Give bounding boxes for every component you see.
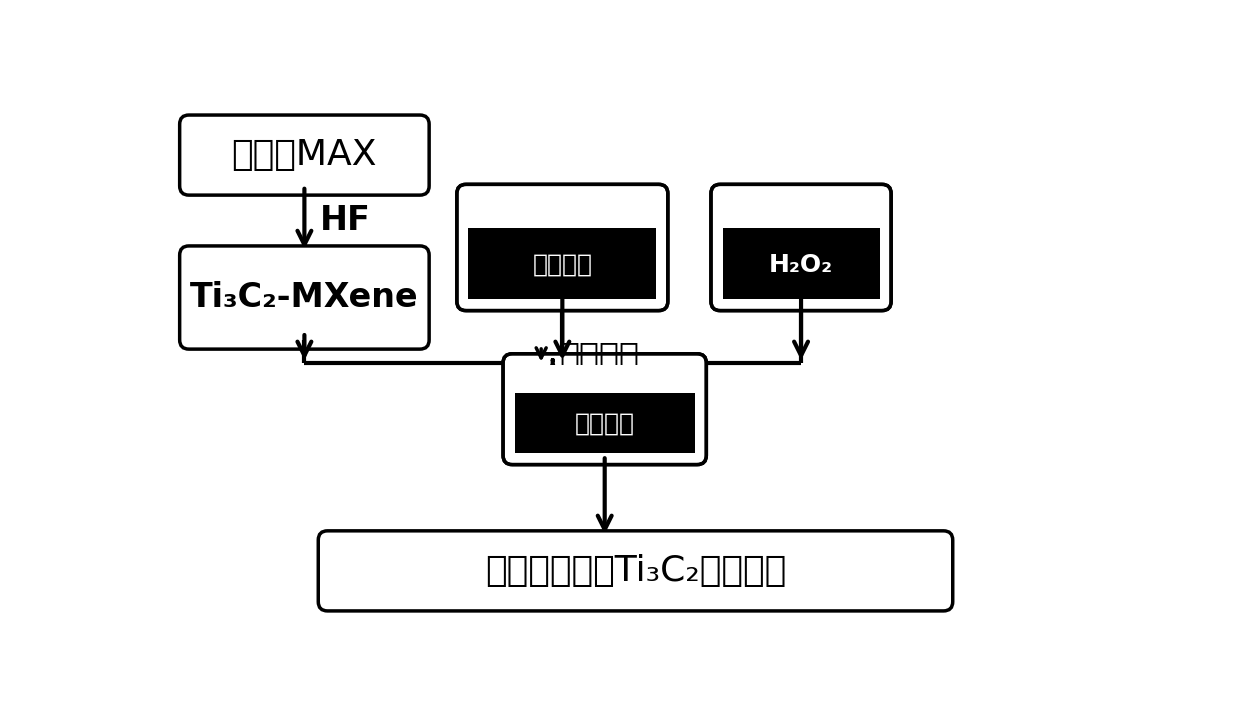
Text: Ti₃C₂-MXene: Ti₃C₂-MXene — [190, 281, 419, 314]
Text: 碱液溶液: 碱液溶液 — [532, 253, 593, 277]
FancyBboxPatch shape — [180, 115, 429, 195]
Text: 磁力搅拌: 磁力搅拌 — [559, 339, 639, 372]
FancyBboxPatch shape — [711, 185, 892, 310]
Bar — [723, 196, 879, 228]
Bar — [469, 196, 656, 228]
Text: 前驱体MAX: 前驱体MAX — [232, 138, 377, 172]
Text: 水热反应: 水热反应 — [574, 412, 635, 436]
Text: HF: HF — [320, 204, 371, 237]
Bar — [723, 228, 879, 299]
Bar — [469, 228, 656, 299]
Bar — [515, 365, 694, 392]
Text: 碱化处理后的Ti₃C₂纳米毛球: 碱化处理后的Ti₃C₂纳米毛球 — [485, 554, 786, 588]
FancyBboxPatch shape — [319, 531, 952, 611]
Bar — [515, 392, 694, 453]
FancyBboxPatch shape — [456, 185, 668, 310]
FancyBboxPatch shape — [503, 354, 707, 465]
FancyBboxPatch shape — [180, 246, 429, 349]
Text: H₂O₂: H₂O₂ — [769, 253, 833, 277]
